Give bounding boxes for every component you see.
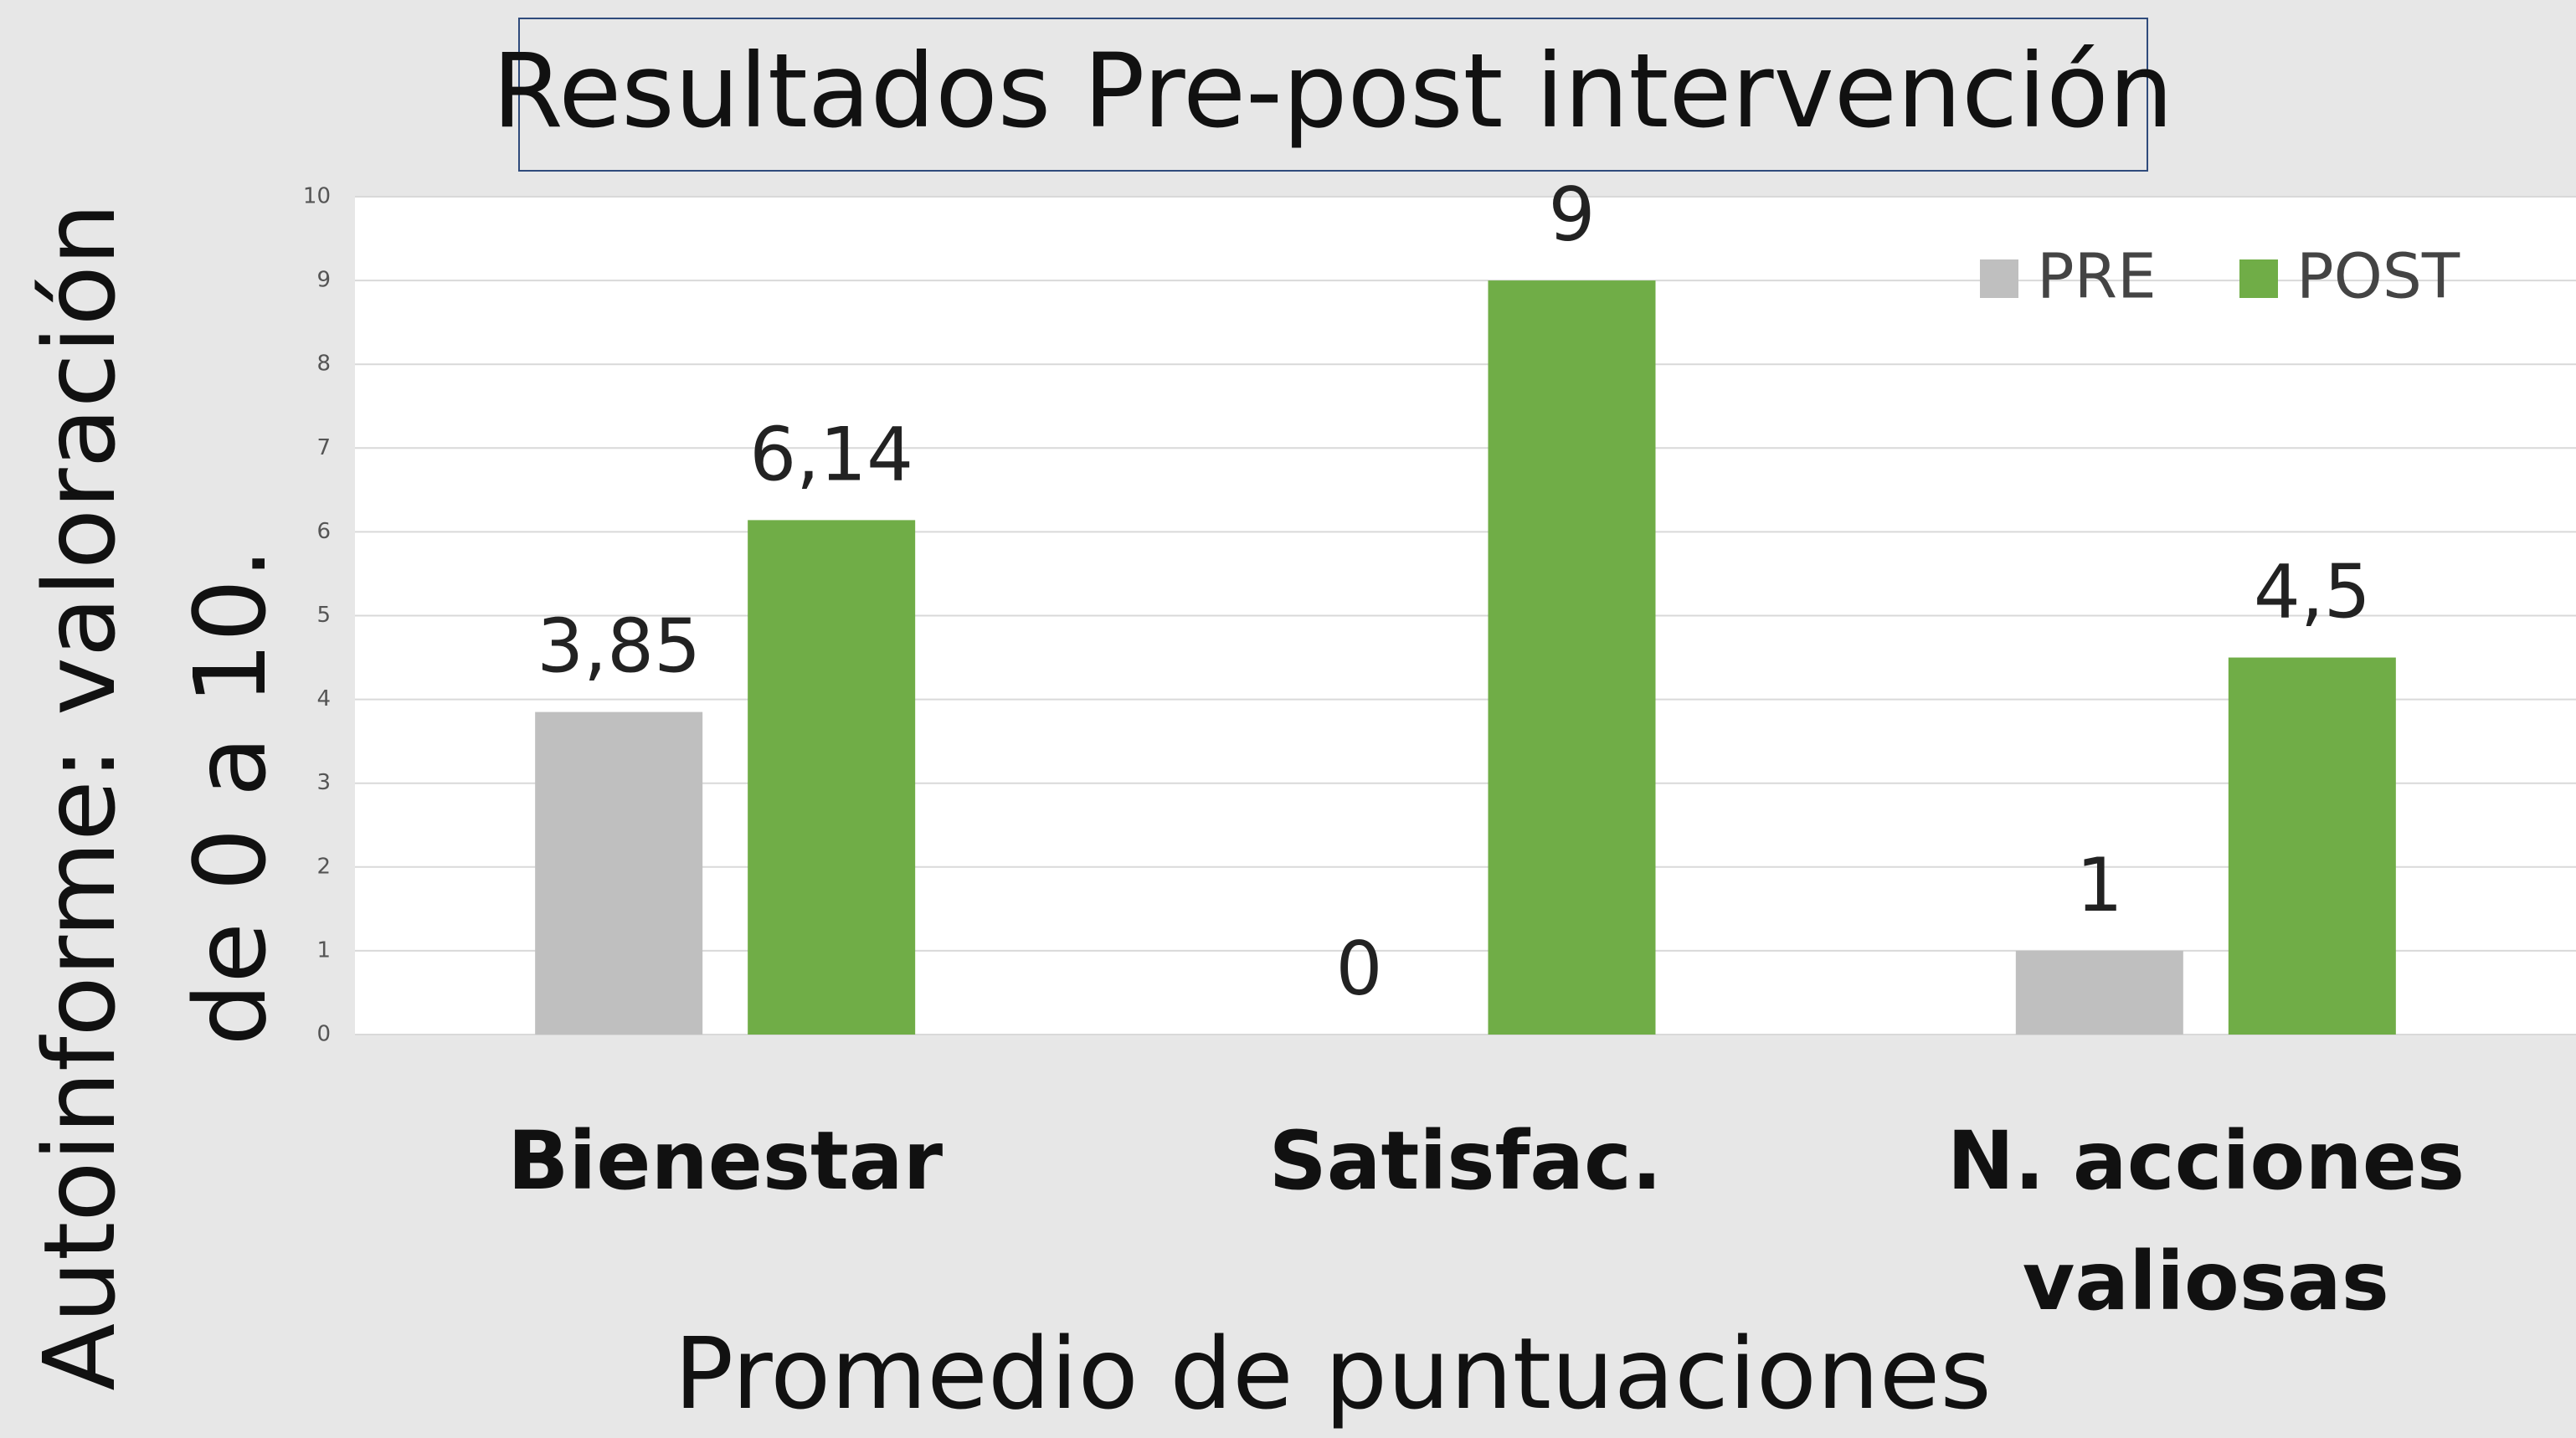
data-label: 0: [1336, 926, 1383, 1012]
bar: [535, 711, 703, 1035]
legend-label: PRE: [2037, 241, 2157, 313]
legend-swatch: [1980, 259, 2018, 298]
bar: [748, 520, 916, 1035]
data-label: 6,14: [749, 411, 913, 497]
title-box: [518, 18, 2148, 172]
legend-label: POST: [2296, 241, 2460, 313]
y-tick-label: 5: [316, 603, 331, 628]
bar: [2228, 657, 2396, 1035]
y-tick-label: 4: [316, 686, 331, 711]
data-label: 1: [2076, 842, 2123, 928]
y-tick-label: 6: [316, 519, 331, 544]
x-tick-label: N. acciones valiosas: [1946, 1114, 2465, 1328]
data-label: 4,5: [2254, 548, 2371, 634]
bar: [2015, 950, 2183, 1035]
y-tick-label: 0: [316, 1022, 331, 1047]
y-tick-label: 2: [316, 854, 331, 879]
x-tick-label: Bienestar: [507, 1114, 944, 1208]
data-label: 3,85: [537, 603, 701, 690]
chart-title: Resultados Pre-post intervención: [492, 32, 2173, 151]
y-tick-label: 8: [316, 352, 331, 377]
x-axis-label: Promedio de puntuaciones: [674, 1316, 1992, 1431]
y-tick-label: 3: [316, 770, 331, 795]
y-tick-label: 10: [303, 184, 331, 209]
legend-swatch: [2239, 259, 2278, 298]
x-tick-label: Satisfac.: [1268, 1114, 1663, 1208]
y-tick-label: 1: [316, 937, 331, 963]
bar: [1488, 280, 1656, 1035]
y-axis-label: Autoinforme: valoración de 0 a 10.: [22, 203, 288, 1391]
y-tick-label: 9: [316, 268, 331, 293]
data-label: 9: [1549, 172, 1596, 258]
y-tick-label: 7: [316, 435, 331, 460]
